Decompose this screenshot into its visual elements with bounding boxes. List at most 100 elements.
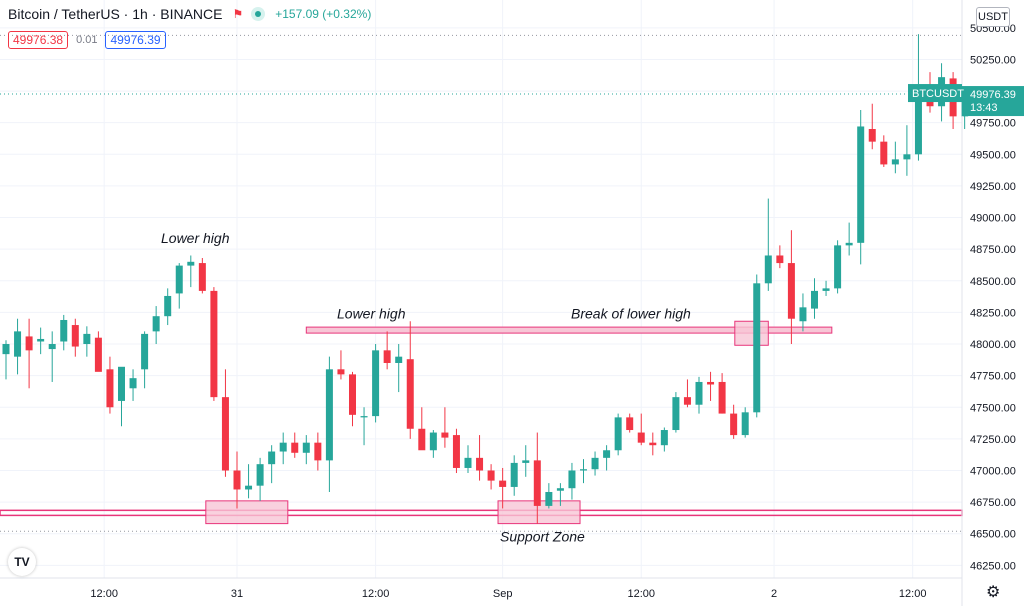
- candle-body: [233, 470, 241, 490]
- candle: [302, 435, 310, 465]
- candle: [649, 432, 657, 456]
- support-box-left: [205, 500, 289, 525]
- candle-body: [210, 290, 218, 398]
- candle-body: [383, 350, 391, 363]
- price-tick-label: 47750.00: [970, 371, 1016, 383]
- candle: [141, 331, 149, 389]
- time-tick-label: 12:00: [362, 588, 390, 600]
- candles: [2, 34, 969, 524]
- candle-body: [556, 488, 564, 491]
- annotation-support-zone: Support Zone: [500, 528, 585, 544]
- gear-icon[interactable]: ⚙: [986, 584, 1001, 601]
- price-tick-label: 49000.00: [970, 213, 1016, 225]
- candle: [499, 467, 507, 509]
- price-tick-label: 47500.00: [970, 402, 1016, 414]
- candle: [279, 432, 287, 465]
- candle-body: [464, 457, 472, 468]
- candle: [233, 451, 241, 509]
- candle-body: [510, 462, 518, 487]
- bid-ask-panel: 49976.38 0.01 49976.39: [8, 31, 166, 49]
- candle: [545, 483, 553, 509]
- candle-body: [845, 242, 853, 246]
- candle-body: [198, 263, 206, 291]
- candle: [868, 103, 876, 150]
- annotation-break-of-lower-high: Break of lower high: [571, 306, 691, 322]
- candle: [256, 457, 264, 501]
- sell-price-button[interactable]: 49976.38: [8, 31, 69, 49]
- candle: [707, 371, 715, 401]
- candle: [2, 340, 10, 380]
- candle-body: [637, 432, 645, 443]
- candle-body: [325, 369, 333, 461]
- annotations: Lower high Lower high Break of lower high S…: [161, 230, 691, 544]
- candle: [372, 344, 380, 423]
- price-tick-label: 46750.00: [970, 497, 1016, 509]
- lower-high-line: [305, 326, 833, 334]
- support-zone-band: [0, 509, 963, 517]
- candle: [406, 321, 414, 439]
- candle-body: [522, 460, 530, 463]
- candle-body: [429, 432, 437, 451]
- flag-icon[interactable]: ⚑: [232, 7, 244, 21]
- candle: [395, 344, 403, 393]
- candle: [383, 331, 391, 370]
- candle: [857, 110, 865, 265]
- candle: [556, 483, 564, 506]
- candle-body: [787, 263, 795, 319]
- candle: [14, 318, 22, 375]
- candle-body: [25, 336, 33, 351]
- candle-body: [406, 359, 414, 429]
- candle-body: [834, 245, 842, 289]
- last-price-badge: [962, 86, 1024, 117]
- candle: [718, 373, 726, 414]
- candle-body: [14, 331, 22, 357]
- candle: [568, 462, 576, 500]
- price-tick-label: 47000.00: [970, 465, 1016, 477]
- candle: [614, 413, 622, 456]
- candle: [822, 280, 830, 296]
- candle-body: [175, 265, 183, 294]
- candle-body: [245, 485, 253, 490]
- last-price-label: 49976.39: [970, 89, 1016, 101]
- candle: [221, 369, 229, 477]
- time-tick-label: 12:00: [90, 588, 118, 600]
- candle: [903, 125, 911, 176]
- time-tick-label: 12:00: [627, 588, 655, 600]
- symbol-badge: [908, 84, 962, 103]
- candle: [811, 278, 818, 319]
- annotation-lower-high-left: Lower high: [161, 230, 230, 246]
- candle-body: [776, 255, 784, 264]
- candle-body: [718, 381, 726, 414]
- buy-price-button[interactable]: 49976.39: [105, 31, 166, 49]
- status-dot-icon: [251, 7, 266, 21]
- time-tick-label: Sep: [493, 588, 513, 600]
- candle: [291, 432, 299, 458]
- price-tick-label: 49500.00: [970, 149, 1016, 161]
- candle-body: [695, 381, 703, 405]
- candle-body: [857, 126, 865, 243]
- tradingview-logo-icon[interactable]: TV: [8, 548, 36, 576]
- price-axis[interactable]: 46250.00 46500.00 46750.00 47000.00 47250.00…: [908, 0, 1024, 606]
- candle: [464, 445, 472, 474]
- candle-body: [753, 283, 761, 413]
- candle-body: [614, 417, 622, 451]
- candle-body: [452, 435, 460, 468]
- candle-body: [891, 159, 899, 165]
- candle: [753, 274, 761, 418]
- time-axis[interactable]: 12:00 31 12:00 Sep 12:00 2 12:00: [0, 577, 962, 600]
- candle-body: [129, 378, 137, 389]
- currency-button[interactable]: USDT: [976, 7, 1010, 27]
- candle: [164, 288, 172, 326]
- candle-body: [60, 319, 68, 342]
- candle: [487, 464, 495, 490]
- candle: [152, 306, 160, 345]
- candle-body: [903, 154, 911, 160]
- candle: [695, 376, 703, 414]
- candle-body: [914, 94, 922, 155]
- candle: [106, 356, 114, 414]
- countdown-label: 13:43: [970, 102, 998, 114]
- symbol-title[interactable]: Bitcoin / TetherUS · 1h · BINANCE: [8, 6, 223, 22]
- candle: [776, 245, 784, 269]
- candle: [626, 413, 634, 433]
